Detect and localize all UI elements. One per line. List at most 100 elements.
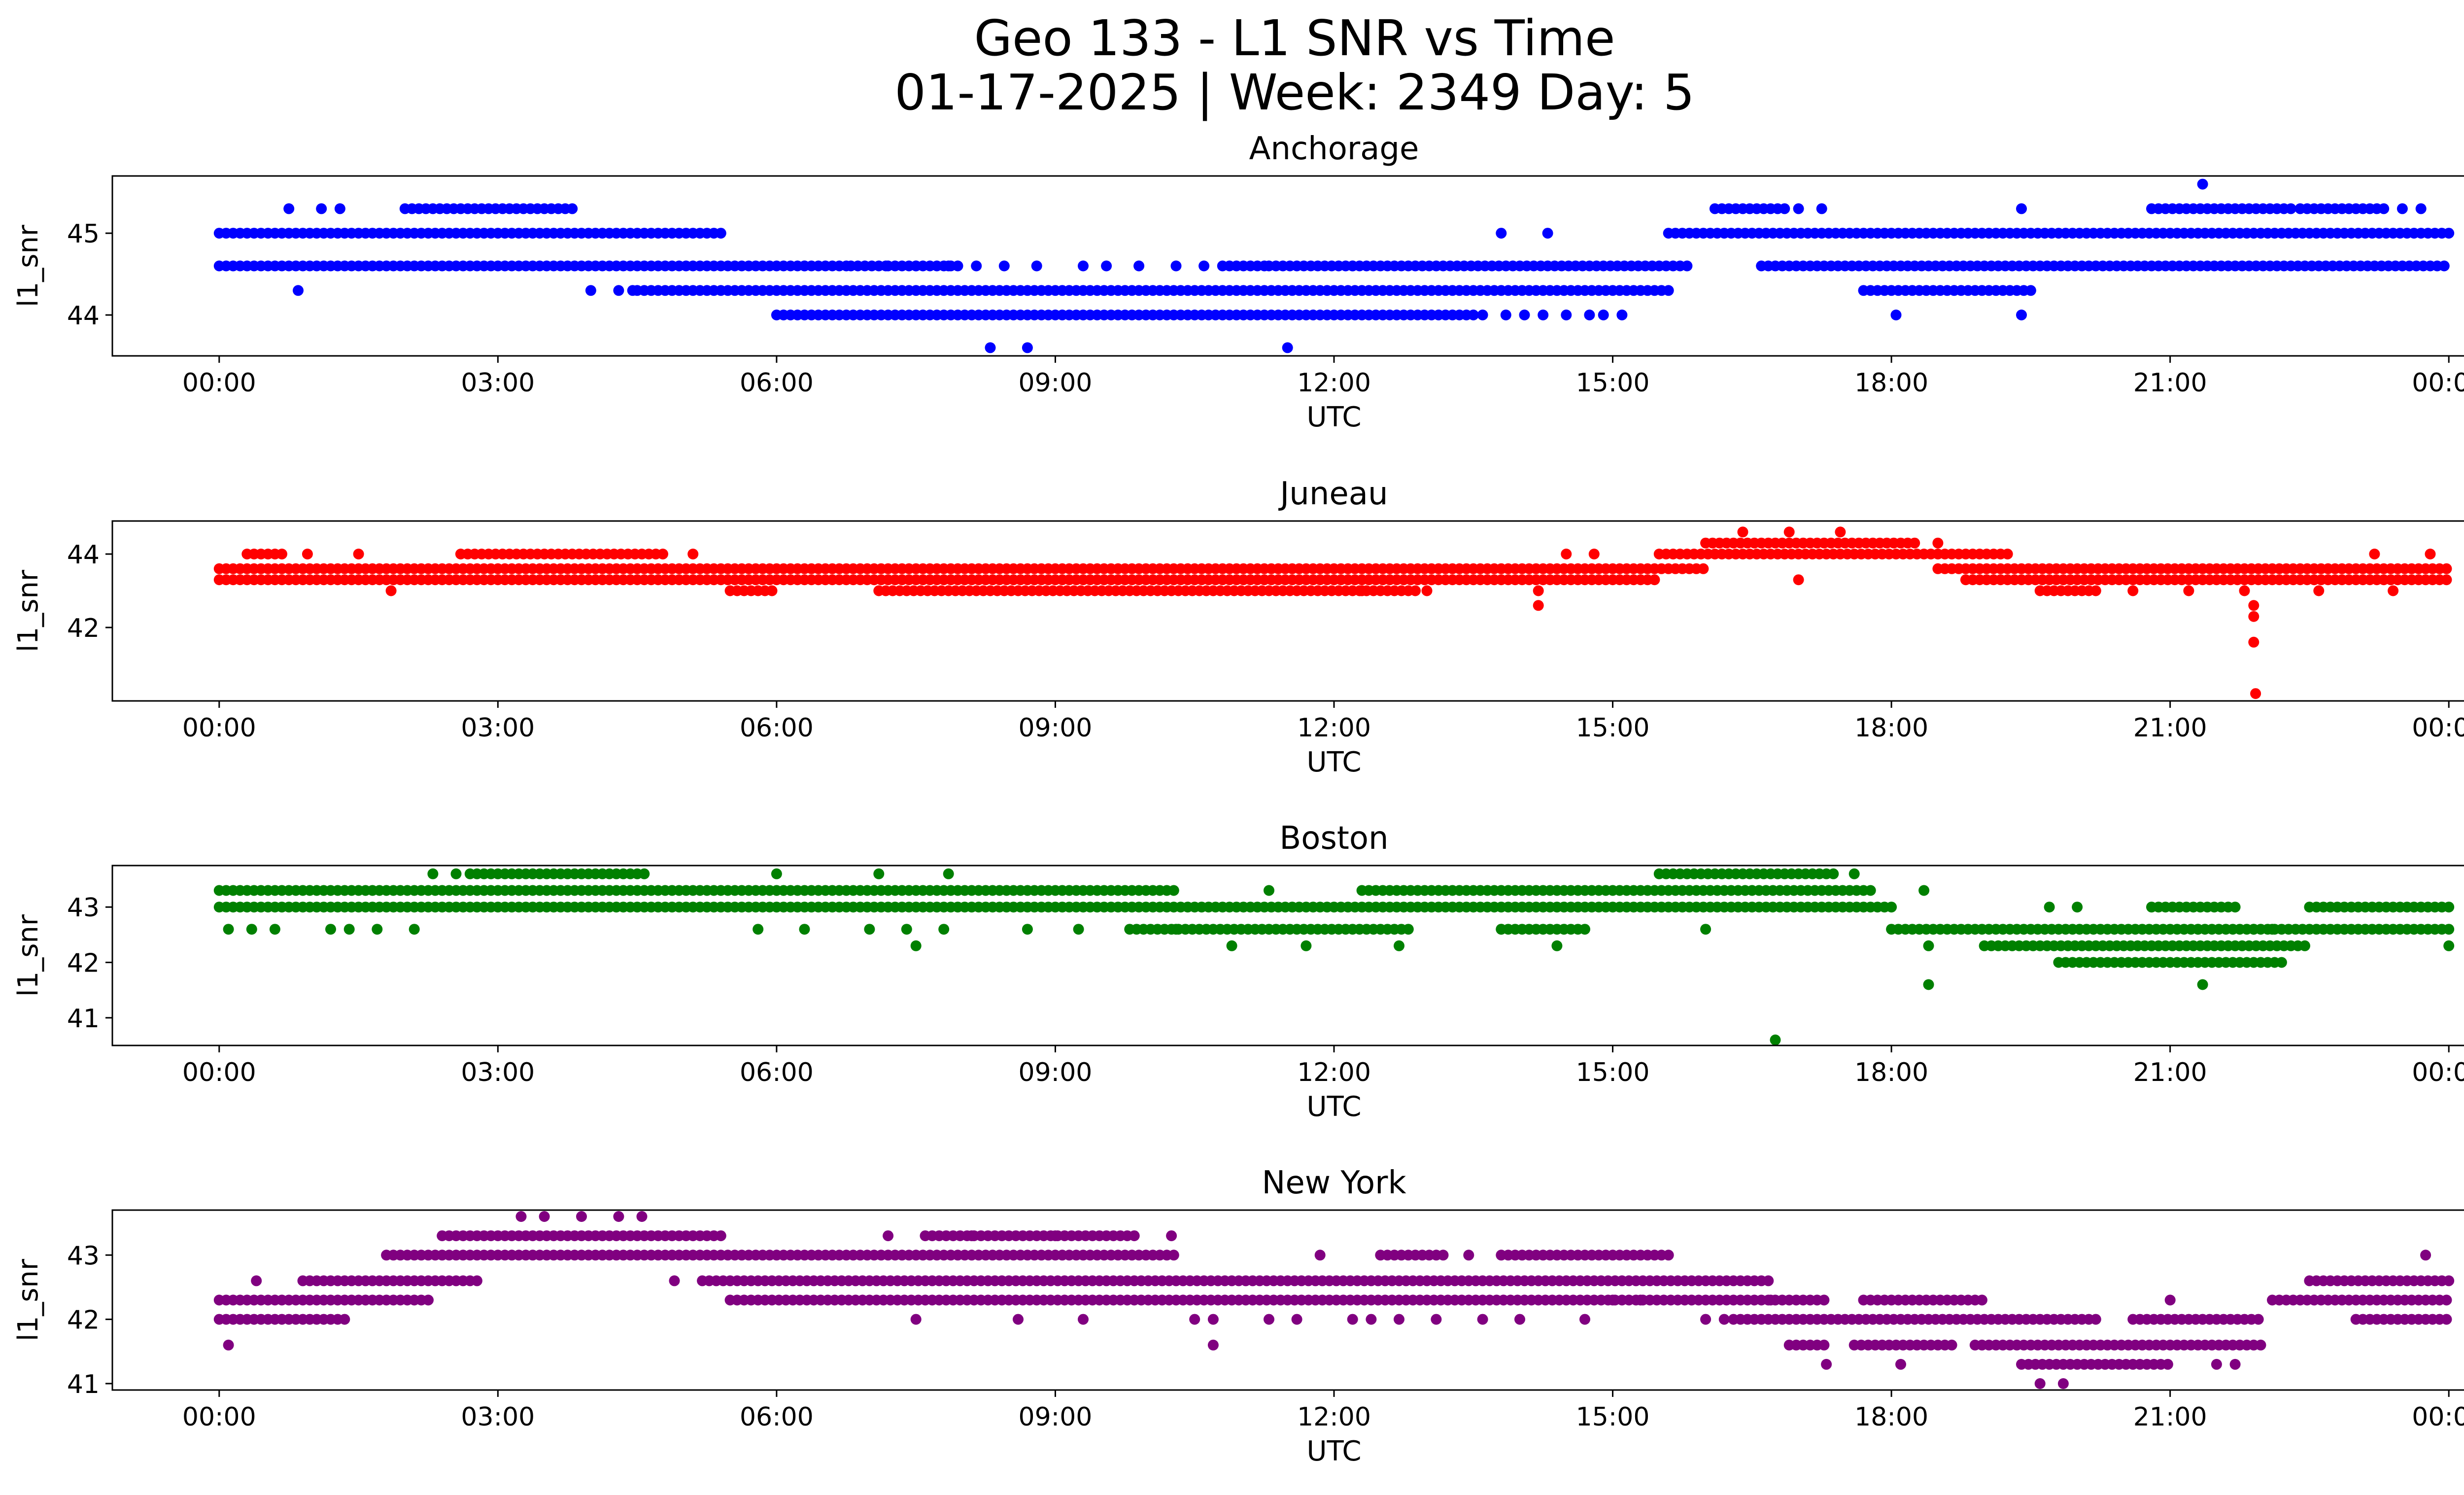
data-point bbox=[1818, 1339, 1830, 1351]
x-tick-label: 21:00 bbox=[2133, 1058, 2207, 1087]
data-point bbox=[1073, 924, 1084, 935]
data-point bbox=[1886, 902, 1897, 913]
data-point bbox=[1763, 1275, 1774, 1286]
data-point bbox=[1168, 1250, 1179, 1261]
data-point bbox=[753, 924, 764, 935]
y-axis-label: l1_snr bbox=[12, 914, 44, 997]
data-point bbox=[1170, 924, 1182, 935]
data-point bbox=[2299, 940, 2310, 951]
panel-title: New York bbox=[1262, 1165, 1406, 1201]
panel-title: Juneau bbox=[1278, 476, 1388, 512]
data-point bbox=[1437, 1250, 1449, 1261]
x-tick-label: 06:00 bbox=[740, 368, 814, 398]
data-point bbox=[2239, 585, 2250, 596]
data-point bbox=[2425, 549, 2436, 559]
data-point bbox=[1264, 885, 1274, 896]
scatter-series bbox=[213, 1211, 2455, 1389]
x-tick-label: 15:00 bbox=[1576, 713, 1650, 743]
x-axis-label: UTC bbox=[1306, 1091, 1361, 1123]
y-axis-label: l1_snr bbox=[12, 224, 44, 307]
data-point bbox=[1607, 1294, 1618, 1306]
data-point bbox=[2229, 902, 2241, 913]
data-point bbox=[539, 1211, 550, 1222]
y-tick-label: 42 bbox=[67, 1306, 100, 1335]
data-point bbox=[910, 260, 922, 272]
data-point bbox=[353, 549, 364, 559]
data-point bbox=[1588, 549, 1600, 559]
data-point bbox=[1848, 868, 1860, 879]
data-point bbox=[1347, 260, 1358, 272]
data-point bbox=[576, 1211, 587, 1222]
data-point bbox=[1579, 924, 1590, 935]
data-point bbox=[2127, 585, 2139, 596]
data-point bbox=[450, 868, 462, 879]
data-point bbox=[2443, 1275, 2455, 1286]
data-point bbox=[276, 549, 287, 559]
data-point bbox=[334, 203, 345, 214]
y-tick-label: 43 bbox=[67, 1241, 100, 1271]
data-point bbox=[1793, 574, 1804, 586]
data-point bbox=[585, 285, 596, 296]
data-point bbox=[766, 585, 778, 596]
data-point bbox=[2164, 1294, 2176, 1306]
x-tick-label: 03:00 bbox=[461, 368, 535, 398]
data-point bbox=[669, 1275, 680, 1286]
data-point bbox=[901, 924, 912, 935]
y-tick-label: 44 bbox=[67, 301, 100, 331]
data-point bbox=[1291, 1314, 1302, 1325]
x-axis-label: UTC bbox=[1306, 1435, 1361, 1467]
data-point bbox=[1718, 1314, 1730, 1325]
data-point bbox=[423, 1294, 434, 1306]
data-point bbox=[1932, 537, 1944, 549]
data-point bbox=[1700, 924, 1711, 935]
x-tick-label: 21:00 bbox=[2133, 1402, 2207, 1432]
data-point bbox=[873, 868, 885, 879]
data-point bbox=[1616, 310, 1628, 320]
data-point bbox=[2443, 228, 2455, 239]
data-point bbox=[1923, 979, 1934, 990]
data-point bbox=[1584, 310, 1595, 320]
x-tick-label: 09:00 bbox=[1019, 1058, 1093, 1087]
scatter-series bbox=[213, 868, 2455, 1045]
data-point bbox=[952, 260, 963, 272]
data-point bbox=[2016, 310, 2027, 320]
data-point bbox=[883, 1230, 894, 1242]
data-point bbox=[1282, 342, 1293, 353]
data-point bbox=[1976, 1294, 1987, 1306]
data-point bbox=[2443, 902, 2455, 913]
data-point bbox=[1031, 260, 1042, 272]
data-point bbox=[2248, 924, 2259, 935]
data-point bbox=[246, 924, 257, 935]
x-tick-label: 15:00 bbox=[1576, 368, 1650, 398]
x-tick-label: 09:00 bbox=[1019, 1402, 1093, 1432]
data-point bbox=[1463, 1250, 1474, 1261]
data-point bbox=[1818, 1294, 1830, 1306]
data-point bbox=[1783, 526, 1795, 538]
x-tick-label: 18:00 bbox=[1854, 713, 1928, 743]
data-point bbox=[1737, 526, 1748, 538]
x-tick-label: 00:00 bbox=[182, 1058, 256, 1087]
data-point bbox=[799, 260, 810, 272]
data-point bbox=[1050, 1230, 1061, 1242]
data-point bbox=[1681, 260, 1693, 272]
data-point bbox=[567, 203, 578, 214]
data-point bbox=[471, 1275, 482, 1286]
subplot-juneau: Juneau 00:00 03:00 06:00 09:00 12:00 15:00 18:0… bbox=[12, 476, 2464, 778]
data-point bbox=[657, 549, 668, 559]
data-point bbox=[1078, 1314, 1089, 1325]
x-tick-label: 21:00 bbox=[2133, 713, 2207, 743]
data-point bbox=[1793, 203, 1804, 214]
data-point bbox=[1770, 1034, 1781, 1045]
data-point bbox=[2183, 585, 2194, 596]
data-point bbox=[325, 924, 336, 935]
data-point bbox=[910, 940, 922, 951]
data-point bbox=[2229, 1358, 2241, 1370]
data-point bbox=[715, 1230, 726, 1242]
data-point bbox=[943, 868, 954, 879]
data-point bbox=[1022, 924, 1033, 935]
x-tick-label: 00:00 bbox=[182, 368, 256, 398]
data-point bbox=[2248, 611, 2259, 622]
data-point bbox=[316, 203, 327, 214]
data-point bbox=[1101, 260, 1112, 272]
